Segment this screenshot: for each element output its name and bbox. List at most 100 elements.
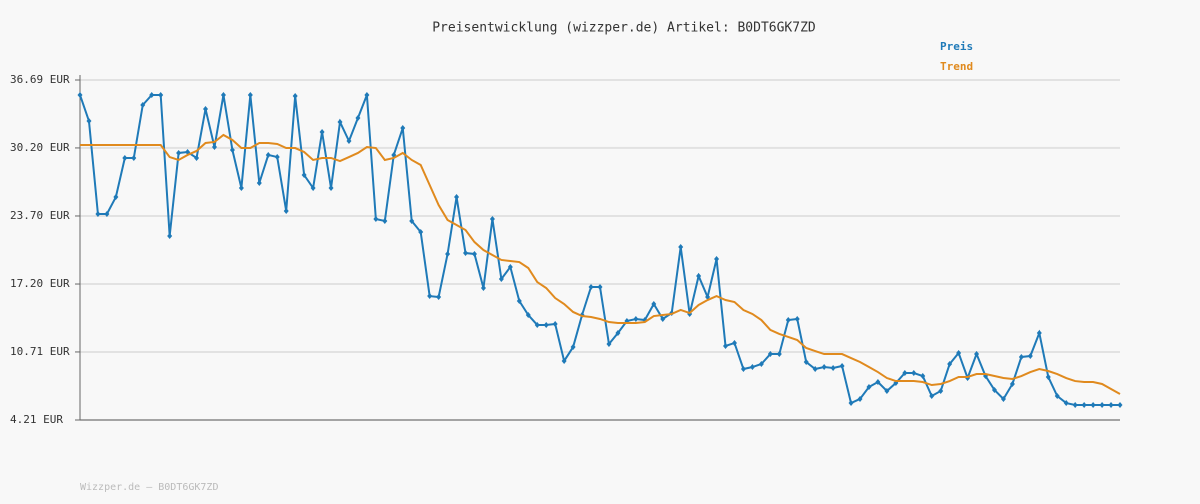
point-marker [740, 366, 746, 373]
point-marker [1018, 353, 1024, 360]
point-marker [265, 151, 271, 158]
point-marker [140, 102, 146, 109]
point-marker [373, 216, 379, 223]
point-marker [1045, 373, 1051, 380]
point-marker [1081, 402, 1087, 409]
point-marker [1072, 402, 1078, 409]
y-tick-label: 30.20 EUR [10, 141, 70, 154]
point-marker [95, 210, 101, 217]
point-marker [104, 210, 110, 217]
point-marker [113, 194, 119, 201]
point-marker [247, 91, 253, 98]
point-marker [292, 93, 298, 100]
y-tick-label: 36.69 EUR [10, 73, 70, 86]
point-marker [229, 147, 235, 154]
point-marker [480, 284, 486, 291]
point-marker [749, 364, 755, 371]
point-marker [651, 301, 657, 308]
point-marker [938, 388, 944, 395]
point-marker [884, 388, 890, 395]
point-marker [794, 315, 800, 322]
point-marker [167, 232, 173, 239]
y-tick-label: 23.70 EUR [10, 209, 70, 222]
point-marker [463, 250, 469, 257]
point-marker [848, 400, 854, 407]
point-marker [256, 180, 262, 187]
point-marker [678, 243, 684, 250]
point-marker [427, 293, 433, 300]
point-marker [274, 154, 280, 161]
point-marker [866, 384, 872, 391]
point-marker [776, 351, 782, 358]
point-marker [597, 283, 603, 290]
point-marker [507, 263, 513, 270]
point-marker [86, 118, 92, 125]
legend-entry: Preis [940, 40, 973, 53]
price-line [79, 93, 1120, 407]
point-marker [767, 351, 773, 358]
point-marker [400, 125, 406, 132]
point-marker [454, 194, 460, 201]
point-marker [194, 154, 200, 161]
point-marker [947, 360, 953, 367]
point-marker [471, 250, 477, 257]
y-tick-label: 17.20 EUR [10, 277, 70, 290]
point-marker [839, 362, 845, 369]
point-marker [660, 315, 666, 322]
point-marker [149, 91, 155, 98]
price-line [80, 133, 1121, 395]
point-marker [956, 350, 962, 357]
y-tick-label: 4.21 EUR [10, 413, 63, 426]
point-marker [211, 143, 217, 150]
point-marker [1099, 402, 1105, 409]
point-marker [696, 272, 702, 279]
point-marker [588, 283, 594, 290]
point-marker [552, 321, 558, 328]
point-marker [1036, 330, 1042, 337]
point-marker [319, 129, 325, 136]
point-marker [1117, 402, 1123, 409]
point-marker [1000, 395, 1006, 402]
point-marker [77, 91, 83, 98]
point-marker [498, 275, 504, 282]
point-marker [1027, 353, 1033, 360]
point-marker [131, 154, 137, 161]
point-marker [830, 364, 836, 371]
point-marker [570, 344, 576, 351]
point-marker [803, 359, 809, 366]
point-marker [220, 91, 226, 98]
point-marker [1090, 402, 1096, 409]
point-marker [525, 312, 531, 319]
point-marker [203, 105, 209, 112]
point-marker [364, 91, 370, 98]
point-marker [785, 317, 791, 324]
point-marker [633, 315, 639, 322]
point-marker [382, 218, 388, 225]
point-marker [1009, 380, 1015, 387]
point-marker [489, 216, 495, 223]
point-marker [301, 172, 307, 179]
legend-entry: Trend [940, 60, 973, 73]
point-marker [974, 351, 980, 358]
point-marker [337, 118, 343, 125]
point-marker [723, 342, 729, 349]
point-marker [445, 250, 451, 257]
point-marker [821, 364, 827, 371]
point-marker [418, 228, 424, 235]
point-marker [929, 393, 935, 400]
point-marker [875, 379, 881, 386]
point-marker [516, 297, 522, 304]
point-marker [122, 154, 128, 161]
footer: Wizzper.de – B0DT6GK7ZD [80, 482, 218, 493]
point-marker [534, 321, 540, 328]
point-marker [346, 138, 352, 145]
point-marker [615, 330, 621, 337]
point-marker [176, 149, 182, 156]
point-marker [911, 369, 917, 376]
point-marker [1054, 393, 1060, 400]
point-marker [310, 185, 316, 192]
point-marker [355, 114, 361, 121]
point-marker [902, 369, 908, 376]
point-marker [991, 386, 997, 393]
